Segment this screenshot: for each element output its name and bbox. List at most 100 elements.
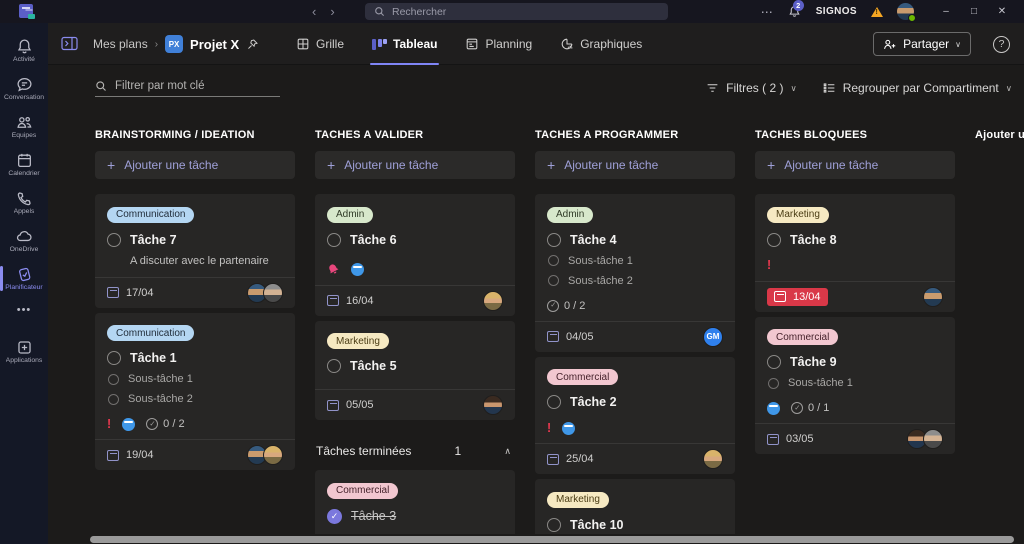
task-checkbox[interactable] — [547, 517, 561, 532]
sidebar-item-chat[interactable]: Conversation — [0, 70, 48, 107]
task-card[interactable]: Communication Tâche 7 A discuter avec le… — [95, 194, 295, 308]
subtask-checkbox[interactable] — [108, 393, 119, 405]
avatar[interactable] — [263, 445, 283, 465]
task-title[interactable]: Tâche 7 — [130, 232, 177, 247]
chevron-down-icon: ∨ — [1005, 82, 1012, 93]
category-label[interactable]: Marketing — [547, 491, 609, 508]
task-checkbox[interactable] — [327, 359, 341, 373]
task-card[interactable]: Admin Tâche 6 16/04 — [315, 194, 515, 316]
task-title[interactable]: Tâche 5 — [350, 359, 397, 373]
task-card[interactable]: Commercial Tâche 9 Sous-tâche 1 0 / 1 03… — [755, 316, 955, 454]
horizontal-scrollbar-thumb[interactable] — [90, 535, 1014, 543]
task-checkbox[interactable] — [767, 232, 781, 247]
avatar-initials[interactable]: GM — [703, 326, 723, 347]
titlebar-more-icon[interactable]: ⋯ — [760, 4, 774, 19]
sidebar-item-activity[interactable]: Activité — [0, 32, 48, 69]
tab-board[interactable]: Tableau — [362, 23, 447, 65]
minimize-button[interactable]: – — [943, 6, 949, 17]
category-label[interactable]: Admin — [327, 206, 374, 223]
help-button[interactable]: ? — [993, 35, 1010, 53]
category-label[interactable]: Marketing — [327, 333, 389, 349]
task-card[interactable]: Marketing Tâche 8 ! 13/04 — [755, 194, 955, 312]
search-input[interactable]: Rechercher — [365, 3, 668, 20]
plan-initials-badge: PX — [165, 35, 184, 53]
breadcrumb-my-plans[interactable]: Mes plans — [93, 37, 148, 51]
collapse-panel-icon[interactable] — [61, 36, 78, 51]
warning-icon[interactable] — [871, 6, 883, 17]
nav-back-icon[interactable]: ‹ — [312, 4, 317, 19]
task-title[interactable]: Tâche 10 — [570, 517, 624, 532]
profile-avatar[interactable] — [897, 3, 916, 22]
maximize-button[interactable]: □ — [970, 6, 978, 17]
task-title[interactable]: Tâche 1 — [130, 351, 177, 365]
task-title[interactable]: Tâche 9 — [790, 355, 837, 369]
subtask-checkbox[interactable] — [108, 373, 119, 385]
subtask-title: Sous-tâche 1 — [788, 377, 853, 389]
task-checkbox[interactable] — [547, 395, 561, 409]
task-checkbox[interactable] — [107, 232, 121, 247]
task-checkbox[interactable] — [547, 232, 561, 247]
task-title[interactable]: Tâche 6 — [350, 232, 397, 247]
group-by-button[interactable]: Regrouper par Compartiment ∨ — [823, 81, 1012, 95]
task-title[interactable]: Tâche 4 — [570, 232, 617, 247]
category-label[interactable]: Commercial — [547, 369, 619, 385]
sidebar-item-planner[interactable]: Planificateur — [0, 260, 48, 297]
task-card[interactable]: Marketing Tâche 10 ! 26/04 GM — [535, 479, 735, 544]
completed-tasks-header[interactable]: Tâches terminées 1 ∧ — [315, 444, 515, 458]
avatar[interactable] — [483, 395, 503, 415]
task-title[interactable]: Tâche 8 — [790, 232, 837, 247]
category-label[interactable]: Admin — [547, 206, 594, 223]
category-label[interactable]: Communication — [107, 206, 195, 223]
due-date: 04/05 — [547, 331, 594, 343]
avatar[interactable] — [923, 286, 943, 307]
close-button[interactable]: ✕ — [997, 6, 1007, 17]
add-task-button[interactable]: + Ajouter une tâche — [315, 151, 515, 179]
avatar[interactable] — [263, 282, 283, 303]
avatar[interactable] — [483, 290, 503, 311]
completed-task-card[interactable]: Commercial ✓ Tâche 3 Terminée par Franco… — [315, 470, 515, 544]
task-completed-checkbox[interactable]: ✓ — [327, 508, 342, 524]
subtask-checkbox[interactable] — [768, 377, 779, 389]
sidebar-item-more[interactable]: ••• — [0, 298, 48, 322]
add-task-button[interactable]: + Ajouter une tâche — [535, 151, 735, 179]
tab-schedule[interactable]: Planning — [455, 23, 542, 65]
sidebar-item-apps[interactable]: Applications — [0, 333, 48, 370]
add-task-button[interactable]: + Ajouter une tâche — [95, 151, 295, 179]
pin-icon[interactable] — [246, 38, 259, 51]
task-checkbox[interactable] — [767, 355, 781, 369]
task-card[interactable]: Admin Tâche 4 Sous-tâche 1 Sous-tâche 2 … — [535, 194, 735, 352]
task-card[interactable]: Commercial Tâche 2 ! 25/04 — [535, 356, 735, 474]
sidebar-item-teams[interactable]: Équipes — [0, 108, 48, 145]
keyword-filter[interactable] — [95, 79, 280, 97]
keyword-filter-input[interactable] — [115, 79, 265, 92]
account-name[interactable]: SIGNOS — [815, 6, 857, 17]
subtask-checkbox[interactable] — [548, 255, 559, 266]
task-checkbox[interactable] — [327, 232, 341, 247]
sidebar-item-calls[interactable]: Appels — [0, 184, 48, 221]
nav-forward-icon[interactable]: › — [330, 4, 335, 19]
avatar[interactable] — [923, 429, 943, 449]
completed-count: 1 — [454, 444, 462, 458]
task-title[interactable]: Tâche 2 — [570, 395, 617, 409]
task-card[interactable]: Marketing Tâche 5 05/05 — [315, 320, 515, 420]
avatar[interactable] — [703, 449, 723, 469]
sidebar-item-onedrive[interactable]: OneDrive — [0, 222, 48, 259]
add-task-button[interactable]: + Ajouter une tâche — [755, 151, 955, 179]
sidebar-item-calendar[interactable]: Calendrier — [0, 146, 48, 183]
task-card[interactable]: Communication Tâche 1 Sous-tâche 1 Sous-… — [95, 312, 295, 470]
category-label[interactable]: Communication — [107, 325, 195, 341]
filters-button[interactable]: Filtres ( 2 ) ∨ — [706, 81, 797, 95]
chevron-up-icon[interactable]: ∧ — [504, 445, 511, 456]
category-label[interactable]: Commercial — [327, 482, 399, 499]
category-label[interactable]: Marketing — [767, 206, 829, 223]
notifications-bell-icon[interactable]: 2 — [788, 0, 804, 19]
tab-grid[interactable]: Grille — [286, 23, 354, 65]
task-title[interactable]: Tâche 3 — [351, 509, 397, 523]
subtask-checkbox[interactable] — [548, 275, 559, 286]
tab-charts[interactable]: Graphiques — [550, 23, 652, 65]
add-bucket-button[interactable]: Ajouter un — [975, 129, 1024, 141]
category-label[interactable]: Commercial — [767, 329, 839, 345]
calendar-icon — [107, 449, 119, 461]
task-checkbox[interactable] — [107, 351, 121, 365]
share-button[interactable]: Partager ∨ — [873, 32, 971, 56]
